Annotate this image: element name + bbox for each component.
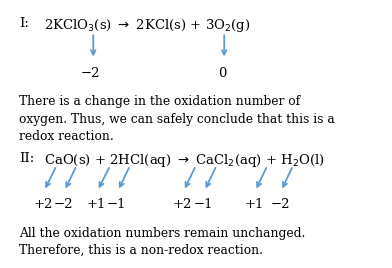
Text: I:: I: xyxy=(19,17,29,30)
Text: −1: −1 xyxy=(107,198,126,211)
Text: +1: +1 xyxy=(87,198,106,211)
Text: +1: +1 xyxy=(244,198,264,211)
Text: −2: −2 xyxy=(270,198,290,211)
Text: −2: −2 xyxy=(54,198,73,211)
Text: +2: +2 xyxy=(173,198,192,211)
Text: All the oxidation numbers remain unchanged.: All the oxidation numbers remain unchang… xyxy=(19,227,305,240)
Text: II:: II: xyxy=(19,152,34,165)
Text: 2KClO$_3$(s) $\rightarrow$ 2KCl(s) + 3O$_2$(g): 2KClO$_3$(s) $\rightarrow$ 2KCl(s) + 3O$… xyxy=(44,17,250,34)
Text: −2: −2 xyxy=(80,67,100,80)
Text: +2: +2 xyxy=(33,198,53,211)
Text: CaO(s) + 2HCl(aq) $\rightarrow$ CaCl$_2$(aq) + H$_2$O(l): CaO(s) + 2HCl(aq) $\rightarrow$ CaCl$_2$… xyxy=(44,152,324,169)
Text: Therefore, this is a non-redox reaction.: Therefore, this is a non-redox reaction. xyxy=(19,244,263,257)
Text: oxygen. Thus, we can safely conclude that this is a: oxygen. Thus, we can safely conclude tha… xyxy=(19,113,335,126)
Text: 0: 0 xyxy=(218,67,227,80)
Text: There is a change in the oxidation number of: There is a change in the oxidation numbe… xyxy=(19,95,300,109)
Text: redox reaction.: redox reaction. xyxy=(19,131,114,143)
Text: −1: −1 xyxy=(193,198,213,211)
